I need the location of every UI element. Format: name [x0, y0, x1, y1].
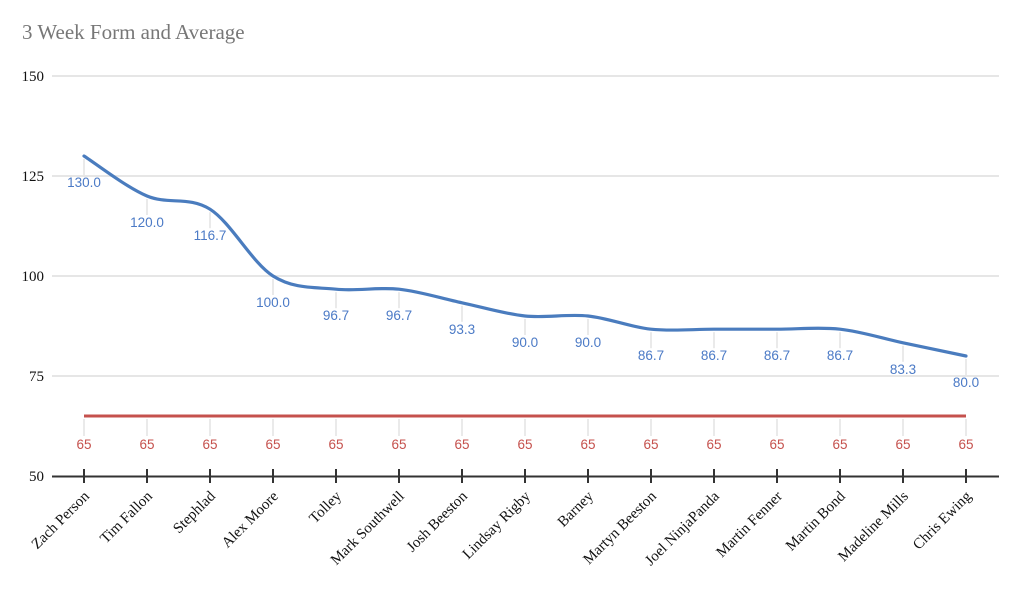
form-value-label: 86.7	[827, 348, 853, 363]
average-value-label: 65	[391, 437, 406, 452]
category-label: Zach Person	[29, 488, 93, 552]
label-stems	[83, 159, 967, 436]
form-value-label: 83.3	[890, 362, 916, 377]
form-value-label: 90.0	[512, 335, 538, 350]
category-label: Chris Ewing	[910, 488, 975, 553]
chart-title: 3 Week Form and Average	[22, 20, 245, 44]
form-value-label: 80.0	[953, 375, 979, 390]
form-value-label: 116.7	[194, 228, 227, 243]
y-tick-label: 50	[29, 469, 44, 485]
form-value-label: 90.0	[575, 335, 601, 350]
form-value-label: 86.7	[764, 348, 790, 363]
form-value-label: 93.3	[449, 322, 475, 337]
average-value-label: 65	[769, 437, 784, 452]
average-value-label: 65	[517, 437, 532, 452]
category-label: Lindsay Rigby	[460, 488, 534, 562]
average-value-label: 65	[328, 437, 343, 452]
form-value-label: 86.7	[701, 348, 727, 363]
form-value-label: 120.0	[130, 215, 164, 230]
average-value-label: 65	[454, 437, 469, 452]
x-axis	[52, 469, 999, 483]
average-value-label: 65	[895, 437, 910, 452]
average-value-label: 65	[139, 437, 154, 452]
average-value-label: 65	[580, 437, 595, 452]
y-tick-label: 150	[22, 69, 45, 85]
y-axis-labels: 50 75 100 125 150	[22, 69, 45, 485]
average-value-label: 65	[76, 437, 91, 452]
form-value-label: 130.0	[67, 175, 101, 190]
category-label: Alex Moore	[219, 488, 282, 551]
gridlines	[52, 75, 999, 377]
form-value-label: 96.7	[323, 308, 349, 323]
category-label: Barney	[555, 488, 597, 530]
category-label: Tim Fallon	[97, 488, 156, 547]
y-tick-label: 125	[22, 169, 45, 185]
category-label: Martin Fenner	[714, 489, 786, 561]
category-label: Josh Beeston	[404, 488, 471, 555]
y-tick-label: 75	[29, 369, 44, 385]
category-label: Stephlad	[170, 488, 219, 537]
category-label: Martin Bond	[783, 488, 849, 554]
data-labels: 130.0 65 120.0 65 116.7 65 100.0 65 96.7 65 96.7 65…	[67, 175, 979, 452]
form-value-label: 86.7	[638, 348, 664, 363]
form-value-label: 96.7	[386, 308, 412, 323]
y-tick-label: 100	[22, 269, 45, 285]
average-value-label: 65	[643, 437, 658, 452]
average-value-label: 65	[832, 437, 847, 452]
category-labels: Zach Person Tim Fallon Stephlad Alex Moore T…	[29, 488, 975, 569]
category-label: Tolley	[307, 488, 346, 527]
average-value-label: 65	[202, 437, 217, 452]
form-line	[82, 154, 968, 358]
average-value-label: 65	[958, 437, 973, 452]
average-value-label: 65	[265, 437, 280, 452]
average-value-label: 65	[706, 437, 721, 452]
form-value-label: 100.0	[256, 295, 290, 310]
